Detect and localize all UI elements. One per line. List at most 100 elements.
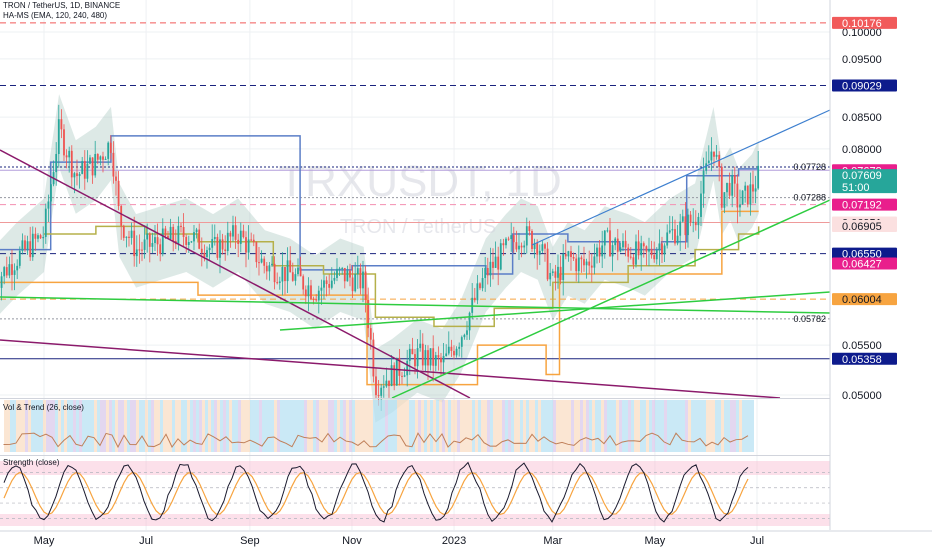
trend-bar xyxy=(667,400,670,452)
candle-body xyxy=(297,267,299,275)
price-axis[interactable]: 0.10000 0.09500 0.08500 0.08000 0.05500 0.050… xyxy=(829,0,932,550)
trend-bar xyxy=(493,400,496,452)
trend-bar xyxy=(7,400,10,452)
candle-body xyxy=(102,156,104,160)
candles xyxy=(0,104,760,411)
trend-bar xyxy=(409,400,412,452)
candle-body xyxy=(255,242,258,263)
candle-body xyxy=(515,242,518,250)
candle-body xyxy=(395,357,398,386)
candle-body xyxy=(697,216,700,226)
candle-body xyxy=(57,119,60,155)
trend-bar xyxy=(727,400,730,452)
candle-body xyxy=(442,355,445,363)
trend-bar xyxy=(502,400,505,452)
candle-body xyxy=(544,244,546,249)
candle-body xyxy=(453,350,455,356)
trend-bar xyxy=(292,400,295,452)
trend-bar xyxy=(703,400,706,452)
trend-bar xyxy=(559,400,562,452)
candle-body xyxy=(632,257,635,265)
trendline-green-rising[interactable] xyxy=(391,199,831,399)
trend-bar xyxy=(631,400,634,452)
trendline-green-support[interactable] xyxy=(279,291,831,331)
candle-body xyxy=(567,251,570,257)
trend-bar xyxy=(694,400,697,452)
candle-body xyxy=(315,299,318,301)
candle-body xyxy=(42,236,45,239)
price-tag-box xyxy=(832,293,897,306)
candle-body xyxy=(554,271,557,278)
trend-bar xyxy=(148,400,151,452)
trend-bar xyxy=(655,400,658,452)
candle-body xyxy=(382,386,385,388)
candle-body xyxy=(746,185,749,205)
time-axis[interactable]: May Jul Sep Nov 2023 Mar May Jul xyxy=(0,530,932,547)
trend-bar xyxy=(289,400,292,452)
candle-body xyxy=(754,188,757,192)
trend-bar xyxy=(112,400,115,452)
candle-body xyxy=(193,232,195,242)
trend-bar xyxy=(676,400,679,452)
candle-body xyxy=(83,161,86,179)
price-tag-box xyxy=(832,16,897,29)
candle-body xyxy=(739,204,741,208)
trend-bar xyxy=(67,400,70,452)
trend-bar xyxy=(553,400,556,452)
candle-body xyxy=(195,229,198,233)
candle-body xyxy=(512,235,515,243)
candle-body xyxy=(466,330,468,335)
trend-bar xyxy=(61,400,64,452)
trend-bar xyxy=(661,400,664,452)
candle-body xyxy=(63,129,65,156)
price-tag-label: 0.10176 xyxy=(842,18,882,30)
trendline-purple-lower[interactable] xyxy=(0,339,781,399)
candle-body xyxy=(598,247,601,257)
candle-body xyxy=(723,192,726,208)
trend-bar xyxy=(127,400,130,452)
trend-bar xyxy=(466,400,469,452)
trend-bar xyxy=(376,400,379,452)
trend-bar xyxy=(64,400,67,452)
trendline-green-flat[interactable] xyxy=(0,296,831,314)
trendline-blue-channel[interactable] xyxy=(531,109,831,246)
candle-body xyxy=(541,244,544,251)
trend-bar xyxy=(598,400,601,452)
trend-bar xyxy=(391,400,394,452)
trend-bar xyxy=(187,400,190,452)
candle-body xyxy=(372,339,375,377)
level-labels: 0.07728 0.07288 0.05782 xyxy=(793,162,826,324)
trend-bar xyxy=(514,400,517,452)
candle-body xyxy=(432,348,435,366)
trend-bar xyxy=(178,400,181,452)
trendline-purple-upper[interactable] xyxy=(0,149,471,399)
trend-bar xyxy=(658,400,661,452)
candle-body xyxy=(557,266,559,278)
volume-trend-line xyxy=(3,432,749,449)
price-tag-label: 0.06905 xyxy=(842,221,882,233)
trend-bar xyxy=(85,400,88,452)
candle-body xyxy=(489,261,492,276)
candle-body xyxy=(694,221,697,226)
trend-bar xyxy=(121,400,124,452)
candle-body xyxy=(546,248,549,280)
trend-bar xyxy=(280,400,283,452)
time-tick: Mar xyxy=(543,535,562,547)
candle-body xyxy=(115,176,117,181)
trend-bar xyxy=(412,400,415,452)
trendlines[interactable] xyxy=(0,109,831,399)
volume-pane-label: Vol & Trend (26, close) xyxy=(3,403,84,412)
price-tag: 0.10176 xyxy=(832,16,897,30)
trend-bar xyxy=(337,400,340,452)
trend-bar xyxy=(154,400,157,452)
candle-body xyxy=(606,230,609,232)
candle-body xyxy=(455,348,458,356)
candle-body xyxy=(336,268,338,278)
trend-bar xyxy=(313,400,316,452)
trend-bar xyxy=(355,400,358,452)
candle-body xyxy=(377,395,380,397)
trend-bar xyxy=(343,400,346,452)
candle-body xyxy=(687,214,689,236)
trend-bar xyxy=(55,400,58,452)
